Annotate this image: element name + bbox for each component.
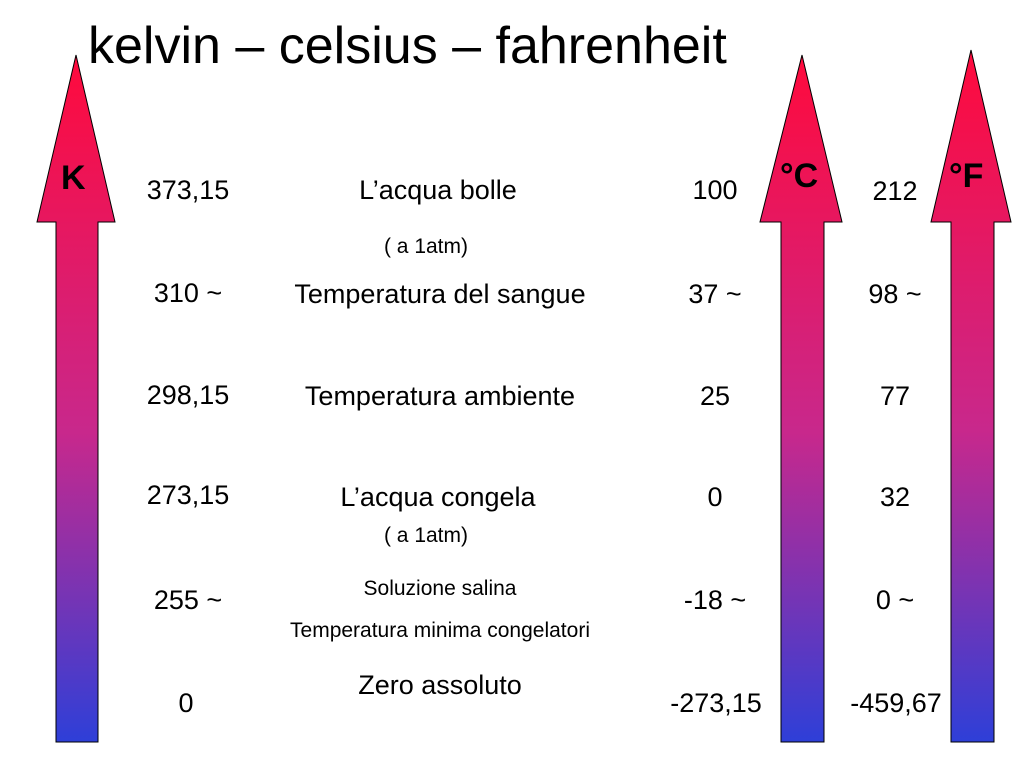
fahrenheit-value: -459,67 <box>850 688 942 718</box>
kelvin-value: 0 <box>178 688 194 718</box>
kelvin-value: 273,15 <box>146 480 230 510</box>
fahrenheit-value: 77 <box>879 381 911 411</box>
page-title: kelvin – celsius – fahrenheit <box>88 17 727 75</box>
fahrenheit-scale-label: °F <box>949 157 984 195</box>
celsius-value: 37 ~ <box>688 279 742 309</box>
row-note: ( a 1atm) <box>383 524 469 547</box>
row-description: Zero assoluto <box>358 670 522 700</box>
fahrenheit-value: 98 ~ <box>868 279 922 309</box>
kelvin-scale-label: K <box>61 159 86 197</box>
kelvin-value: 373,15 <box>146 175 230 205</box>
celsius-scale-label: °C <box>780 157 819 195</box>
kelvin-value: 310 ~ <box>153 278 223 308</box>
fahrenheit-arrow <box>930 49 1012 743</box>
row-note: Temperatura minima congelatori <box>290 619 590 642</box>
fahrenheit-value: 32 <box>879 482 911 512</box>
fahrenheit-value: 212 <box>872 176 918 206</box>
celsius-arrow <box>759 54 843 743</box>
kelvin-value: 255 ~ <box>153 585 223 615</box>
row-description: L’acqua congela <box>340 482 536 512</box>
row-note: ( a 1atm) <box>383 235 469 258</box>
celsius-value: -273,15 <box>670 688 762 718</box>
row-description: Soluzione salina <box>363 577 517 600</box>
row-description: L’acqua bolle <box>359 175 517 205</box>
fahrenheit-value: 0 ~ <box>875 585 915 615</box>
celsius-value: -18 ~ <box>683 585 747 615</box>
celsius-value: 100 <box>692 175 738 205</box>
kelvin-value: 298,15 <box>146 380 230 410</box>
celsius-value: 0 <box>707 482 723 512</box>
row-description: Temperatura ambiente <box>304 381 576 411</box>
row-description: Temperatura del sangue <box>294 279 586 309</box>
kelvin-arrow <box>36 54 116 743</box>
celsius-value: 25 <box>699 381 731 411</box>
